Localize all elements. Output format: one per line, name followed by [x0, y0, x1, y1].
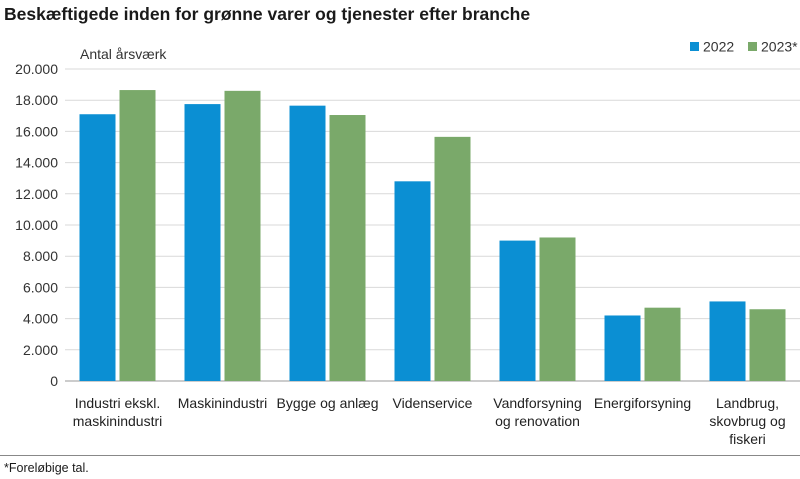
x-category-label: skovbrug og [709, 413, 785, 429]
bar-2022-6 [709, 301, 746, 381]
bar-2023-0 [119, 90, 156, 381]
x-category-label: Industri ekskl. [75, 395, 161, 411]
bar-2022-5 [604, 315, 641, 381]
y-tick-label: 12.000 [15, 186, 58, 202]
x-category-label: Bygge og anlæg [277, 395, 379, 411]
y-tick-label: 20.000 [15, 61, 58, 77]
y-tick-label: 10.000 [15, 217, 58, 233]
bar-2023-5 [644, 307, 681, 381]
legend-swatch [690, 42, 699, 51]
x-category-label: maskinindustri [73, 413, 162, 429]
bar-2023-6 [749, 309, 786, 381]
gridlines [65, 68, 800, 382]
x-category-label: Landbrug, [716, 395, 779, 411]
x-category-label: og renovation [495, 413, 580, 429]
bar-2023-4 [539, 237, 576, 381]
legend-label: 2022 [703, 39, 734, 55]
y-tick-label: 2.000 [23, 342, 58, 358]
y-tick-label: 0 [50, 373, 58, 389]
y-axis-ticks: 0 2.000 4.000 6.000 8.000 10.000 12.000 14.000 1… [15, 61, 58, 389]
legend-swatch [748, 42, 757, 51]
x-axis-labels: Industri ekskl. maskinindustri Maskinindus… [73, 395, 786, 447]
y-tick-label: 18.000 [15, 92, 58, 108]
legend-label: 2023* [761, 39, 798, 55]
y-tick-label: 14.000 [15, 155, 58, 171]
x-category-label: Energiforsyning [594, 395, 691, 411]
y-tick-label: 16.000 [15, 123, 58, 139]
bars [79, 90, 786, 382]
bar-2023-1 [224, 90, 261, 381]
y-tick-label: 4.000 [23, 311, 58, 327]
bar-2022-1 [184, 104, 221, 381]
x-category-label: Vandforsyning [493, 395, 581, 411]
y-axis-label: Antal årsværk [80, 46, 167, 62]
chart-title: Beskæftigede inden for grønne varer og t… [4, 4, 531, 24]
bar-2022-2 [289, 105, 326, 381]
bar-2022-0 [79, 114, 116, 382]
bar-2022-4 [499, 240, 536, 381]
bar-2022-3 [394, 181, 431, 381]
y-tick-label: 8.000 [23, 248, 58, 264]
legend: 2022 2023* [690, 39, 798, 55]
bar-2023-2 [329, 115, 366, 382]
bar-chart: Antal årsværk 0 2.000 4.000 6.000 8.000 10.00… [15, 39, 800, 447]
x-category-label: fiskeri [729, 431, 766, 447]
y-tick-label: 6.000 [23, 279, 58, 295]
x-category-label: Maskinindustri [178, 395, 267, 411]
x-category-label: Videnservice [393, 395, 473, 411]
footnote-divider [0, 455, 800, 456]
bar-2023-3 [434, 136, 471, 381]
footnote: *Foreløbige tal. [4, 461, 89, 475]
